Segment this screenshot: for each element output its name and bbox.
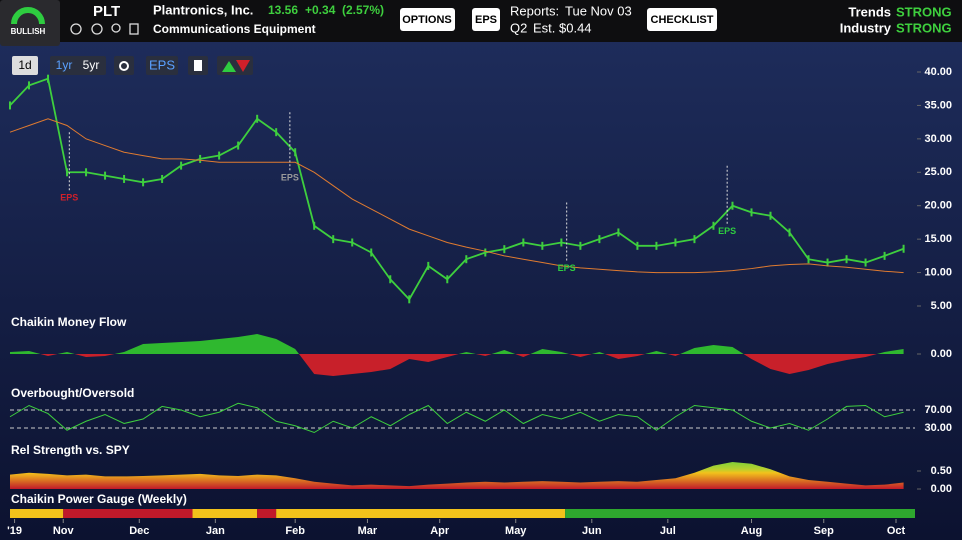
y-tick-label: 0.00	[931, 348, 952, 360]
eps-toggle-text: EPS	[149, 57, 175, 72]
options-button[interactable]	[400, 8, 455, 31]
checklist-button[interactable]	[647, 8, 717, 31]
gauge-segment	[565, 509, 915, 518]
trends-label: Trends	[848, 4, 891, 19]
change-pct: (2.57%)	[342, 3, 384, 17]
gauge-segment	[276, 509, 566, 518]
quarter: Q2	[510, 20, 527, 35]
y-tick-label: 40.00	[924, 66, 952, 78]
x-tick-label: '19	[7, 525, 22, 537]
trends-value: STRONG	[896, 4, 952, 19]
series-line	[9, 77, 904, 301]
settings-button[interactable]	[114, 56, 134, 75]
series-line	[9, 118, 904, 274]
x-tick-label: Jun	[582, 525, 602, 537]
series-line	[9, 402, 904, 434]
price: 13.56	[268, 3, 298, 17]
x-tick-label: Jan	[206, 525, 225, 537]
x-tick-label: Jul	[660, 525, 676, 537]
x-tick-label: Feb	[285, 525, 305, 537]
industry: Communications Equipment	[153, 22, 316, 36]
area	[10, 334, 904, 376]
gauge-box[interactable]	[0, 0, 60, 46]
period-1d[interactable]	[12, 56, 38, 75]
ticker: PLT	[93, 3, 120, 20]
settings-icon	[119, 61, 129, 71]
x-tick-label: Nov	[53, 525, 75, 537]
change: +0.34	[305, 3, 336, 17]
gauge-arc	[11, 7, 45, 25]
y-tick-label: 0.00	[931, 483, 952, 495]
company: Plantronics, Inc.	[153, 2, 253, 17]
eps-label: EPS	[558, 263, 576, 273]
x-tick-label: Aug	[741, 525, 762, 537]
gauge-segment	[63, 509, 193, 518]
y-tick-label: 10.00	[924, 266, 952, 278]
y-tick-label: 25.00	[924, 166, 952, 178]
checklist-text: CHECKLIST	[651, 14, 714, 26]
x-tick-label: Mar	[358, 525, 378, 537]
gauge-segment	[192, 509, 258, 518]
x-tick-label: Dec	[129, 525, 149, 537]
eps-text: EPS	[475, 14, 497, 26]
y-tick-label: 35.00	[924, 99, 952, 111]
y-tick-label: 30.00	[924, 422, 952, 434]
x-tick-label: May	[505, 525, 527, 537]
panel-title: Rel Strength vs. SPY	[11, 443, 130, 457]
header-icons[interactable]	[70, 23, 139, 35]
industry-value: STRONG	[896, 20, 952, 35]
x-tick-label: Apr	[430, 525, 450, 537]
gauge-label: BULLISH	[11, 27, 46, 36]
arrows-button[interactable]	[217, 56, 253, 75]
eps-toggle[interactable]	[146, 56, 178, 75]
up-arrow	[222, 61, 236, 72]
pdf-icon	[194, 60, 202, 71]
period-5yr: 5yr	[83, 58, 100, 72]
period-1yr: 1yr	[56, 58, 73, 72]
eps-label: EPS	[60, 193, 78, 203]
area	[10, 462, 904, 489]
panel-title: Overbought/Oversold	[11, 386, 134, 400]
gauge-segment	[10, 509, 64, 518]
eps-label: EPS	[718, 226, 736, 236]
reports-label: Reports:	[510, 3, 559, 18]
y-tick-label: 15.00	[924, 233, 952, 245]
eps-button[interactable]	[472, 8, 500, 31]
x-tick-label: Sep	[814, 525, 834, 537]
panel-title: Chaikin Power Gauge (Weekly)	[11, 492, 187, 506]
y-tick-label: 70.00	[924, 404, 952, 416]
est-label: Est.	[533, 20, 555, 35]
down-arrow	[236, 60, 250, 72]
period-1d-text: 1d	[18, 58, 31, 72]
x-tick-label: Oct	[887, 525, 906, 537]
y-tick-label: 5.00	[931, 300, 952, 312]
est-value: $0.44	[559, 20, 592, 35]
y-tick-label: 0.50	[931, 465, 952, 477]
eps-label: EPS	[281, 173, 299, 183]
options-text: OPTIONS	[402, 14, 452, 26]
y-tick-label: 30.00	[924, 133, 952, 145]
period-group[interactable]	[50, 56, 106, 75]
reports-date: Tue Nov 03	[565, 3, 632, 18]
panel-title: Chaikin Money Flow	[11, 315, 127, 329]
industry-label: Industry	[840, 20, 892, 35]
gauge-segment	[257, 509, 277, 518]
y-tick-label: 20.00	[924, 200, 952, 212]
